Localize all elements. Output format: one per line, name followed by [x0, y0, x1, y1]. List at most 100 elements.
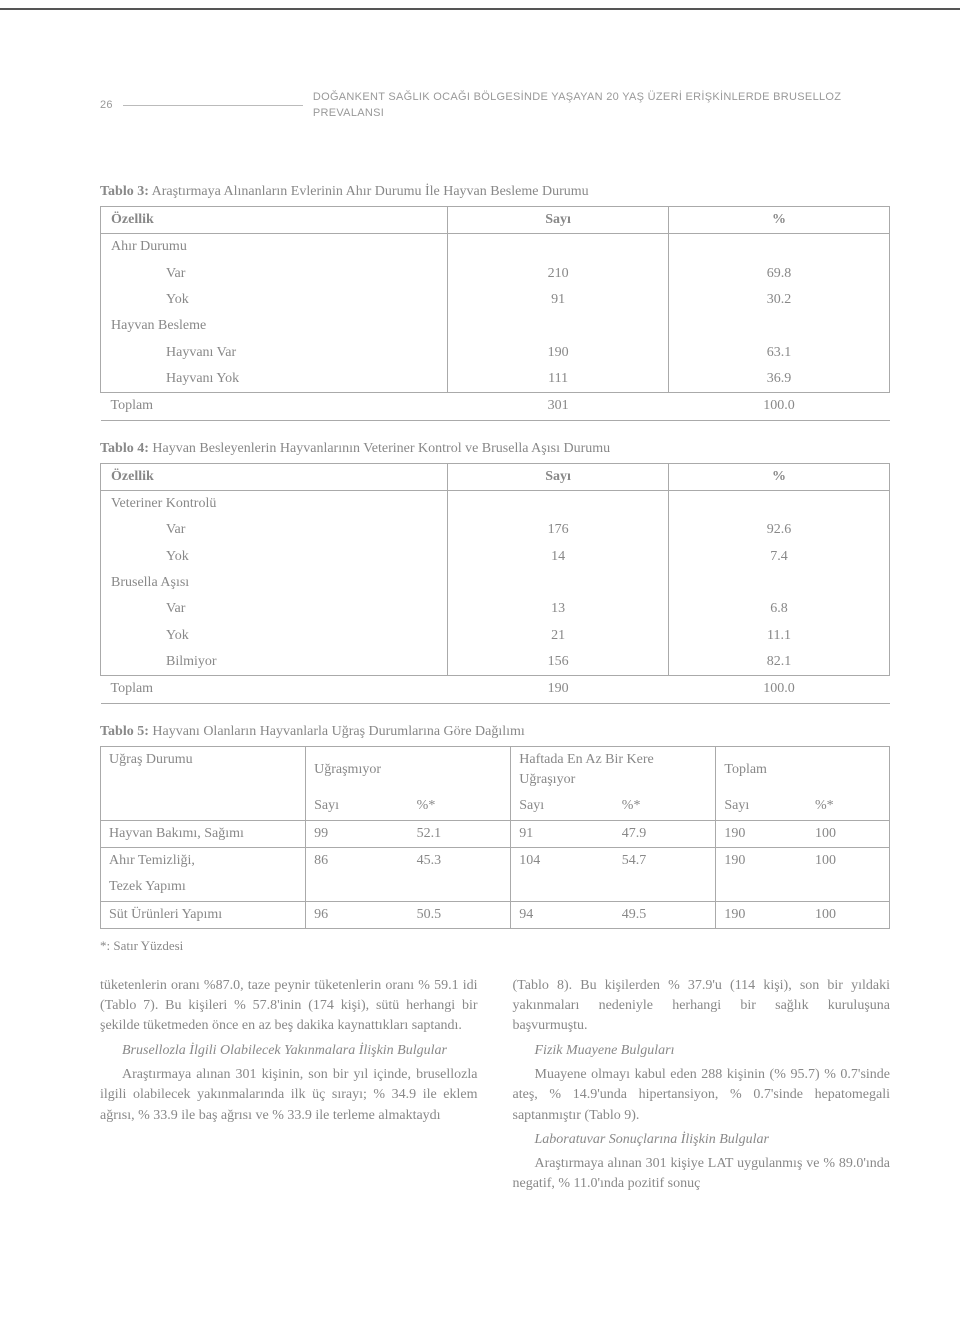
table4-total-p: 100.0 [669, 676, 890, 703]
table-row-label: Var [101, 517, 448, 543]
table3-caption: Tablo 3: Araştırmaya Alınanların Evlerin… [100, 182, 890, 202]
running-title: DOĞANKENT SAĞLIK OCAĞI BÖLGESİNDE YAŞAYA… [313, 90, 890, 122]
body-columns: tüketenlerin oranı %87.0, taze peynir tü… [100, 976, 890, 1199]
table-row-pct: 7.4 [669, 544, 890, 570]
table4-total-s: 190 [448, 676, 669, 703]
t5-a: 86 [306, 848, 409, 875]
table-row-label: Bilmiyor [101, 649, 448, 676]
t5-activity: Süt Ürünleri Yapımı [101, 901, 306, 928]
t5-h-g1: Uğraşmıyor [306, 746, 511, 793]
t5-c: 104 [511, 848, 614, 875]
body-paragraph: Brusellozla İlgili Olabilecek Yakınmalar… [100, 1041, 478, 1061]
table-row-count [448, 234, 669, 261]
table-row-count: 21 [448, 623, 669, 649]
table-row-pct: 6.8 [669, 596, 890, 622]
table-row-count: 111 [448, 366, 669, 393]
table-row-count: 156 [448, 649, 669, 676]
header-rule [123, 105, 303, 106]
body-paragraph: tüketenlerin oranı %87.0, taze peynir tü… [100, 976, 478, 1037]
t5-b: 52.1 [409, 820, 511, 847]
table-row-count [448, 570, 669, 596]
table-row-label: Brusella Aşısı [101, 570, 448, 596]
t5-sub4: Sayı [716, 793, 807, 820]
t5-sub2: Sayı [511, 793, 614, 820]
t5-f: 100 [807, 820, 890, 847]
table-row-label: Yok [101, 544, 448, 570]
t5-a [306, 874, 409, 901]
table-row-label: Yok [101, 623, 448, 649]
table-row-label: Ahır Durumu [101, 234, 448, 261]
t5-h-activity: Uğraş Durumu [101, 746, 306, 820]
table-row-label: Var [101, 261, 448, 287]
t5-f: 100 [807, 901, 890, 928]
table4-total-l: Toplam [101, 676, 448, 703]
table4-h3: % [669, 463, 890, 490]
table-row-pct: 30.2 [669, 287, 890, 313]
body-paragraph: Muayene olmayı kabul eden 288 kişinin (%… [513, 1065, 891, 1126]
t5-sub5: %* [807, 793, 890, 820]
table3: Özellik Sayı % Ahır DurumuVar21069.8 Yok9… [100, 206, 890, 420]
table3-total-l: Toplam [101, 393, 448, 420]
t5-d: 49.5 [614, 901, 716, 928]
table3-total-p: 100.0 [669, 393, 890, 420]
t5-c [511, 874, 614, 901]
table-row-pct [669, 313, 890, 339]
table-row-count: 91 [448, 287, 669, 313]
t5-sub0: Sayı [306, 793, 409, 820]
table3-label: Tablo 3: [100, 184, 149, 199]
table-row-label: Hayvanı Yok [101, 366, 448, 393]
table-row-count: 210 [448, 261, 669, 287]
table-row-count: 176 [448, 517, 669, 543]
table4-caption: Tablo 4: Hayvan Besleyenlerin Hayvanları… [100, 439, 890, 459]
table5-caption-text: Hayvanı Olanların Hayvanlarla Uğraş Duru… [152, 724, 524, 739]
body-paragraph: Laboratuvar Sonuçlarına İlişkin Bulgular [513, 1130, 891, 1150]
table-row-pct: 82.1 [669, 649, 890, 676]
table-row-pct: 36.9 [669, 366, 890, 393]
right-column: (Tablo 8). Bu kişilerden % 37.9'u (114 k… [513, 976, 891, 1199]
table-row-pct [669, 570, 890, 596]
body-paragraph: Araştırmaya alınan 301 kişinin, son bir … [100, 1065, 478, 1126]
table-row-count: 190 [448, 340, 669, 366]
table3-total-s: 301 [448, 393, 669, 420]
table5-caption: Tablo 5: Hayvanı Olanların Hayvanlarla U… [100, 722, 890, 742]
table-row-label: Hayvan Besleme [101, 313, 448, 339]
t5-sub1: %* [409, 793, 511, 820]
table-row-pct [669, 234, 890, 261]
table-row-count [448, 313, 669, 339]
t5-b: 45.3 [409, 848, 511, 875]
body-paragraph: (Tablo 8). Bu kişilerden % 37.9'u (114 k… [513, 976, 891, 1037]
left-column: tüketenlerin oranı %87.0, taze peynir tü… [100, 976, 478, 1199]
t5-e: 190 [716, 848, 807, 875]
t5-c: 94 [511, 901, 614, 928]
t5-activity: Tezek Yapımı [101, 874, 306, 901]
table5-footnote: *: Satır Yüzdesi [100, 937, 890, 956]
t5-c: 91 [511, 820, 614, 847]
table-row-label: Yok [101, 287, 448, 313]
table-row-label: Var [101, 596, 448, 622]
t5-a: 96 [306, 901, 409, 928]
t5-d [614, 874, 716, 901]
table-row-label: Hayvanı Var [101, 340, 448, 366]
t5-a: 99 [306, 820, 409, 847]
table5-label: Tablo 5: [100, 724, 149, 739]
table-row-pct: 63.1 [669, 340, 890, 366]
t5-sub3: %* [614, 793, 716, 820]
table-row-count: 14 [448, 544, 669, 570]
table3-h2: Sayı [448, 207, 669, 234]
table3-h3: % [669, 207, 890, 234]
t5-h-g2: Haftada En Az Bir Kere Uğraşıyor [511, 746, 716, 793]
t5-b: 50.5 [409, 901, 511, 928]
table5: Uğraş Durumu Uğraşmıyor Haftada En Az Bi… [100, 746, 890, 929]
table-row-count: 13 [448, 596, 669, 622]
page-number: 26 [100, 98, 113, 114]
body-paragraph: Araştırmaya alınan 301 kişiye LAT uygula… [513, 1154, 891, 1195]
table4-h1: Özellik [101, 463, 448, 490]
t5-e: 190 [716, 820, 807, 847]
table3-h1: Özellik [101, 207, 448, 234]
t5-activity: Ahır Temizliği, [101, 848, 306, 875]
t5-e: 190 [716, 901, 807, 928]
t5-f: 100 [807, 848, 890, 875]
table-row-pct: 69.8 [669, 261, 890, 287]
table3-caption-text: Araştırmaya Alınanların Evlerinin Ahır D… [152, 184, 589, 199]
t5-d: 54.7 [614, 848, 716, 875]
